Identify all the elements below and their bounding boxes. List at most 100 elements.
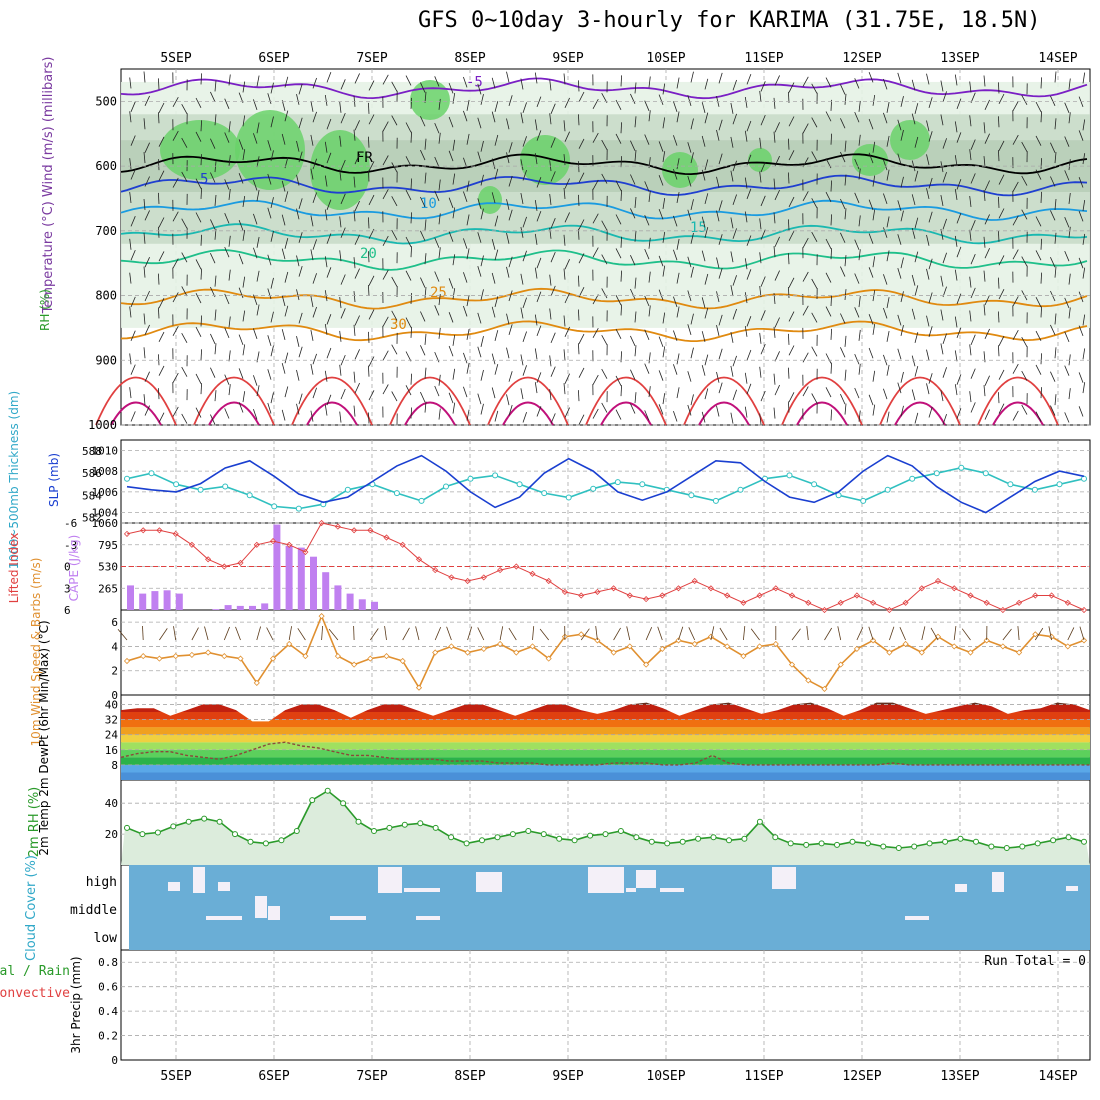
wind-barb [592, 374, 599, 385]
surface-isotherm-hot [208, 401, 260, 426]
wind-barb [634, 230, 637, 242]
wind-barb [897, 200, 902, 212]
wind-barb [687, 324, 692, 335]
wind-barb [900, 291, 904, 303]
wind-barb [549, 274, 552, 286]
wind-barb [1078, 325, 1084, 336]
wind-barb [868, 71, 874, 83]
surface-isotherm [389, 376, 471, 426]
wind-barb [200, 315, 202, 327]
wind-barb [1050, 142, 1056, 153]
wind-barb [868, 394, 874, 406]
wind-barb [405, 122, 412, 133]
wind-barb [214, 390, 217, 402]
wind-barb [578, 219, 585, 230]
wind-barb [281, 295, 286, 307]
wind-barb [270, 197, 274, 209]
wind-barb [854, 353, 860, 365]
surface-isotherm [683, 376, 765, 426]
wind-barb [298, 393, 303, 405]
thickness-point [958, 464, 965, 471]
cape-bar [224, 605, 232, 610]
wind-barb [858, 134, 861, 146]
wind-barb [676, 77, 680, 89]
pressure-tick: 800 [95, 289, 117, 303]
wind-barb [228, 74, 231, 86]
wind-barb [228, 350, 231, 362]
wind-barb [928, 97, 933, 108]
wind-barb [911, 389, 916, 401]
wind-barb [1040, 353, 1042, 365]
wind-barb [662, 312, 666, 324]
thickness-point [467, 475, 474, 482]
wind-barb [228, 235, 231, 247]
wind-barb [1054, 198, 1057, 210]
cloud-block [660, 888, 684, 892]
wind-barb [508, 175, 513, 187]
wind10m-point [805, 677, 812, 684]
wind-barb [615, 133, 622, 144]
wind-barb [480, 208, 484, 220]
wind-barb [491, 387, 496, 399]
wind-barb [718, 119, 723, 131]
slp-thickness-panel [121, 449, 1090, 514]
wind-barb [158, 78, 160, 90]
wind-barb [998, 208, 1005, 219]
wind-barb [1021, 370, 1028, 381]
wind-barb [746, 73, 752, 85]
wind-barb [601, 173, 608, 184]
wind-barb [296, 403, 300, 415]
wind-barb [391, 81, 398, 92]
wind-barb [405, 236, 412, 247]
date-label-bottom: 6SEP [258, 1069, 289, 1084]
wind-barb [144, 324, 150, 336]
wind-barb [759, 90, 762, 102]
wind-barb [129, 306, 132, 318]
wind-barb [648, 271, 651, 283]
wind-barb [129, 272, 132, 284]
wind-barb [900, 257, 904, 269]
rh2m-point [479, 837, 485, 844]
wind-barb [270, 392, 274, 404]
rh2m-point [911, 843, 918, 850]
wind-barb [242, 115, 246, 127]
wind-barb [914, 365, 919, 377]
wind-barb [811, 346, 818, 357]
wind-barb [1054, 347, 1057, 359]
wind-barb [630, 288, 636, 300]
wind-barb [563, 349, 566, 361]
wind-barb [298, 151, 303, 163]
temp-tick: 24 [105, 729, 119, 742]
cape-bar [127, 585, 134, 610]
wind-barb [410, 131, 412, 143]
wind-barb [662, 117, 666, 129]
wind-barb [382, 269, 389, 280]
wind-barb [730, 251, 734, 263]
temp-band [121, 719, 1090, 728]
wind-barb [424, 253, 427, 265]
wind-barb [506, 394, 510, 406]
wind-barb [564, 373, 570, 384]
wind-barb [438, 247, 441, 259]
wind-barb [549, 193, 552, 205]
wind-barb [984, 375, 990, 386]
wind-barb [491, 238, 496, 250]
wind10m-barb [384, 626, 387, 641]
wind-barb [662, 346, 666, 358]
chart-title: GFS 0~10day 3-hourly for KARIMA (31.75E,… [418, 8, 1041, 33]
wind-barb [883, 274, 888, 285]
wind-barb [452, 288, 456, 300]
wind-barb [534, 382, 538, 394]
wind-barb [983, 304, 986, 316]
wind-barb [1064, 136, 1070, 147]
wind-barb [339, 135, 342, 147]
wind-barb [210, 253, 216, 264]
wind-barb [788, 345, 795, 356]
rh2m-point [664, 840, 671, 847]
wind-barb [326, 347, 332, 359]
wind-barb [620, 75, 622, 87]
wind-barb [448, 82, 454, 94]
cape-bar [151, 591, 159, 610]
wind-barb [662, 265, 666, 277]
wind-barb [825, 77, 832, 88]
